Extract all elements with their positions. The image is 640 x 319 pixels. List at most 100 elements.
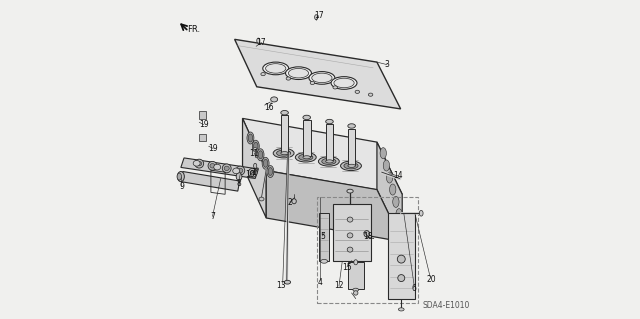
Polygon shape [199, 111, 206, 119]
Ellipse shape [250, 171, 255, 175]
Ellipse shape [340, 161, 362, 171]
Ellipse shape [347, 233, 353, 238]
Ellipse shape [383, 160, 390, 171]
Ellipse shape [268, 167, 273, 175]
Ellipse shape [276, 150, 291, 156]
Ellipse shape [224, 166, 229, 171]
Ellipse shape [353, 288, 358, 291]
Ellipse shape [369, 93, 373, 96]
Ellipse shape [262, 157, 269, 169]
Text: 8: 8 [236, 179, 241, 188]
Ellipse shape [348, 164, 355, 167]
Polygon shape [199, 134, 206, 141]
Ellipse shape [253, 142, 258, 150]
Ellipse shape [397, 255, 405, 263]
Ellipse shape [380, 148, 387, 159]
Ellipse shape [238, 168, 243, 173]
Polygon shape [348, 262, 364, 289]
Polygon shape [333, 204, 371, 261]
Ellipse shape [353, 291, 358, 295]
Ellipse shape [303, 156, 310, 159]
Ellipse shape [347, 189, 353, 193]
Text: 17: 17 [314, 11, 324, 20]
Ellipse shape [387, 172, 393, 183]
Ellipse shape [222, 164, 231, 173]
Ellipse shape [309, 71, 335, 84]
Text: 14: 14 [394, 171, 403, 181]
Text: 7: 7 [210, 212, 215, 221]
Ellipse shape [393, 196, 399, 207]
Ellipse shape [355, 90, 360, 93]
Ellipse shape [210, 164, 215, 168]
Ellipse shape [233, 168, 239, 174]
Text: 11: 11 [250, 149, 259, 158]
Polygon shape [388, 213, 415, 299]
Ellipse shape [257, 149, 264, 161]
Polygon shape [235, 39, 401, 109]
Ellipse shape [208, 161, 217, 170]
Polygon shape [243, 118, 266, 218]
Ellipse shape [419, 211, 423, 216]
Ellipse shape [253, 147, 257, 150]
Ellipse shape [266, 64, 286, 73]
Ellipse shape [177, 173, 182, 180]
Ellipse shape [193, 160, 200, 166]
Ellipse shape [331, 77, 357, 89]
Ellipse shape [263, 62, 289, 75]
Ellipse shape [347, 247, 353, 252]
Text: FR.: FR. [187, 25, 200, 34]
Polygon shape [266, 171, 402, 242]
Ellipse shape [281, 152, 289, 155]
Polygon shape [181, 158, 259, 178]
Ellipse shape [257, 38, 260, 43]
Ellipse shape [248, 134, 253, 142]
Text: 19: 19 [199, 120, 209, 129]
Polygon shape [303, 120, 310, 156]
Ellipse shape [398, 275, 404, 282]
Ellipse shape [295, 152, 316, 162]
Ellipse shape [286, 77, 291, 80]
Ellipse shape [248, 168, 257, 177]
Ellipse shape [236, 173, 242, 181]
Text: 5: 5 [320, 232, 325, 241]
Text: SDA4-E1010: SDA4-E1010 [423, 301, 470, 310]
Ellipse shape [247, 132, 254, 144]
Text: 1: 1 [252, 168, 256, 177]
Text: 2: 2 [287, 198, 292, 207]
Ellipse shape [261, 72, 266, 76]
Ellipse shape [312, 73, 332, 83]
Ellipse shape [196, 161, 202, 166]
Text: 12: 12 [334, 281, 344, 291]
Ellipse shape [177, 172, 184, 182]
Ellipse shape [299, 154, 313, 160]
Text: 4: 4 [317, 278, 323, 287]
Ellipse shape [310, 81, 315, 85]
Ellipse shape [348, 124, 355, 128]
Text: 3: 3 [385, 60, 390, 69]
Ellipse shape [354, 260, 358, 265]
Ellipse shape [259, 197, 264, 201]
Text: 17: 17 [257, 38, 266, 47]
Ellipse shape [315, 15, 318, 20]
Polygon shape [319, 213, 329, 261]
Ellipse shape [264, 160, 268, 167]
Polygon shape [243, 118, 402, 194]
Ellipse shape [326, 119, 333, 124]
Ellipse shape [281, 110, 289, 115]
Text: 13: 13 [276, 281, 286, 291]
Ellipse shape [253, 163, 257, 168]
Ellipse shape [322, 158, 336, 165]
Text: 16: 16 [264, 103, 273, 113]
Text: 20: 20 [426, 275, 436, 284]
Ellipse shape [333, 86, 337, 89]
Text: 19: 19 [208, 144, 218, 153]
Ellipse shape [214, 164, 221, 170]
Ellipse shape [364, 231, 370, 237]
Ellipse shape [259, 151, 263, 159]
Ellipse shape [334, 78, 354, 88]
Text: 9: 9 [179, 182, 184, 191]
Ellipse shape [284, 280, 291, 284]
Ellipse shape [236, 166, 244, 175]
Ellipse shape [396, 209, 402, 220]
Ellipse shape [195, 159, 204, 168]
